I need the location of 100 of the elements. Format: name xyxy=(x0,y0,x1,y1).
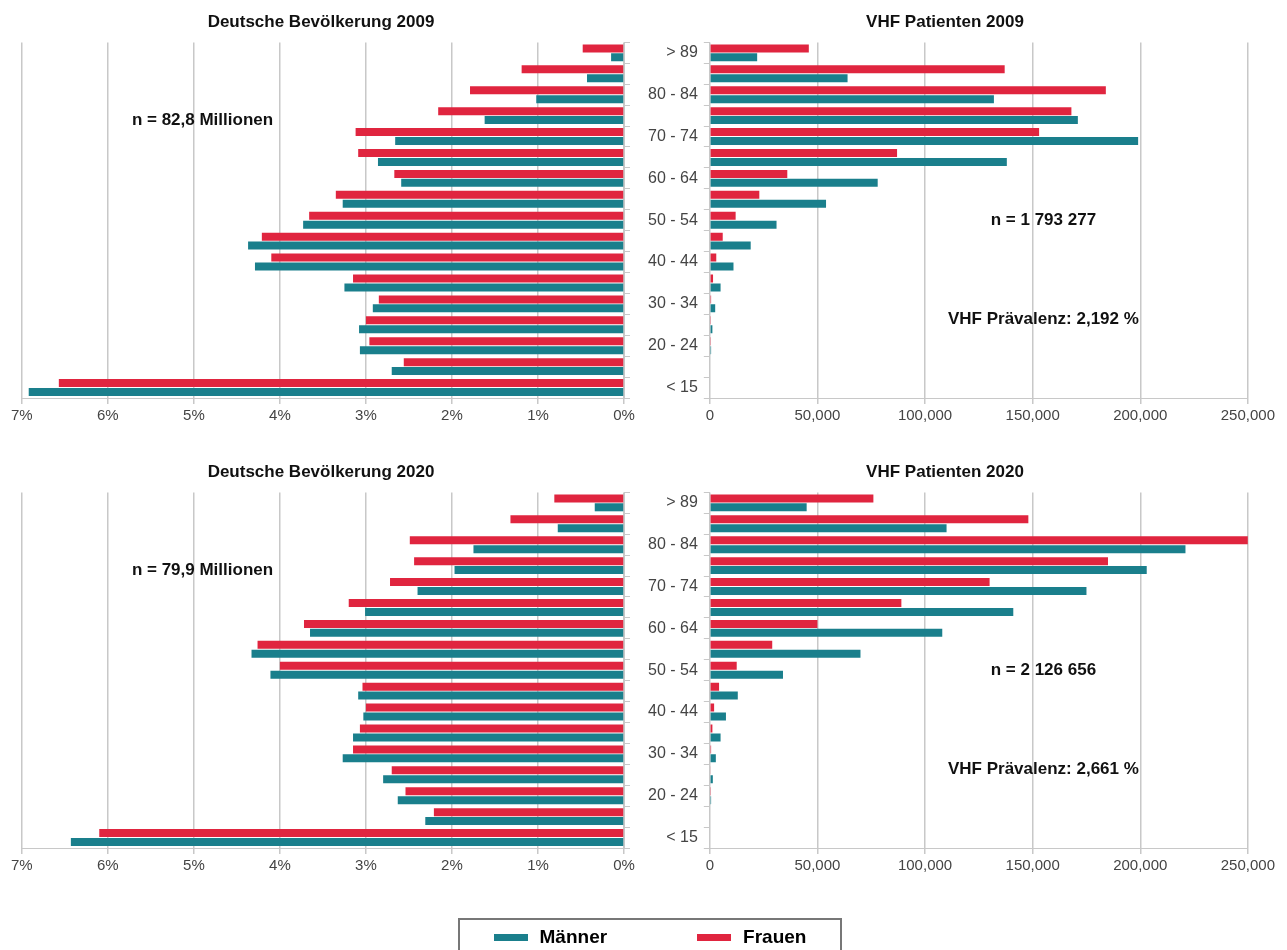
y-tick-label: 50 - 54 xyxy=(648,660,698,678)
y-tick-label: 70 - 74 xyxy=(648,126,698,144)
bar xyxy=(390,578,624,587)
bar xyxy=(710,712,726,721)
bar xyxy=(271,253,624,262)
bar xyxy=(710,628,943,637)
bar xyxy=(372,304,624,313)
bar xyxy=(359,346,624,355)
bar xyxy=(710,199,827,208)
bar xyxy=(70,837,624,846)
bar xyxy=(710,157,1007,166)
bar xyxy=(710,515,1029,524)
bar xyxy=(710,86,1106,95)
x-tick-label: 100,000 xyxy=(897,406,953,424)
bar xyxy=(582,44,624,53)
bar xyxy=(365,316,624,325)
bar xyxy=(611,53,624,62)
annotation: n = 82,8 Millionen xyxy=(131,110,274,130)
bar xyxy=(417,586,624,595)
x-tick-label: 1% xyxy=(527,406,549,424)
bar xyxy=(710,586,1087,595)
bar xyxy=(710,754,716,763)
x-tick-label: 0 xyxy=(705,856,714,874)
bar xyxy=(304,619,624,628)
y-tick-label: 80 - 84 xyxy=(648,85,698,103)
bar xyxy=(554,494,624,503)
bar xyxy=(335,190,624,199)
bar xyxy=(710,74,848,83)
bar xyxy=(348,599,624,607)
bar xyxy=(710,136,1139,145)
bar xyxy=(454,566,624,575)
bar xyxy=(58,379,624,388)
y-tick-label: 80 - 84 xyxy=(648,535,698,553)
y-tick-label: < 15 xyxy=(666,377,698,395)
x-tick-label: 7% xyxy=(11,406,33,424)
bar xyxy=(710,661,737,670)
bar xyxy=(358,149,624,157)
bar xyxy=(401,178,624,187)
y-tick-label: 60 - 64 xyxy=(648,168,698,186)
y-tick-label: 50 - 54 xyxy=(648,210,698,228)
bar xyxy=(414,557,624,566)
bar xyxy=(397,796,624,805)
bar xyxy=(710,53,758,62)
bar xyxy=(710,670,783,679)
bar xyxy=(353,274,624,283)
bar xyxy=(710,503,807,512)
bar xyxy=(359,325,624,334)
annotation: n = 2 126 656 xyxy=(990,659,1097,679)
bar xyxy=(557,524,624,533)
bar xyxy=(710,95,994,104)
bar xyxy=(353,733,624,742)
chart-title: VHF Patienten 2020 xyxy=(866,461,1024,481)
bar xyxy=(470,86,624,95)
bar xyxy=(377,157,624,166)
bar xyxy=(403,358,624,367)
bar xyxy=(710,649,861,658)
bar xyxy=(710,524,947,533)
bar xyxy=(710,149,898,157)
x-tick-label: 6% xyxy=(97,856,119,874)
bar xyxy=(710,607,1014,616)
bar xyxy=(594,503,624,512)
bar xyxy=(409,536,624,545)
annotation: n = 1 793 277 xyxy=(990,209,1097,229)
x-tick-label: 3% xyxy=(355,856,377,874)
x-tick-label: 1% xyxy=(527,856,549,874)
bar xyxy=(344,283,624,292)
bar xyxy=(710,682,720,691)
bar xyxy=(710,107,1072,116)
bar xyxy=(587,74,624,83)
bar xyxy=(710,283,721,292)
bar xyxy=(391,766,624,775)
bar xyxy=(510,515,624,524)
x-tick-label: 150,000 xyxy=(1005,406,1060,424)
bar xyxy=(710,566,1147,575)
bar xyxy=(710,232,723,241)
annotation: VHF Prävalenz: 2,192 % xyxy=(947,309,1139,329)
y-tick-label: 30 - 34 xyxy=(648,744,698,762)
bar xyxy=(710,116,1078,125)
bar xyxy=(363,712,624,721)
bar xyxy=(355,128,624,137)
bar xyxy=(710,557,1108,566)
bar xyxy=(310,628,624,637)
bar xyxy=(257,640,624,649)
bar xyxy=(710,691,738,700)
x-tick-label: 50,000 xyxy=(794,856,841,874)
bar xyxy=(365,607,624,616)
y-tick-label: < 15 xyxy=(666,827,698,845)
bar xyxy=(536,95,624,104)
bar xyxy=(342,754,624,763)
bar xyxy=(383,775,624,784)
bar xyxy=(261,232,624,241)
annotation: n = 79,9 Millionen xyxy=(131,560,274,580)
bar xyxy=(365,703,624,712)
bar xyxy=(28,387,624,396)
y-tick-label: 20 - 24 xyxy=(648,336,698,354)
x-tick-label: 50,000 xyxy=(794,406,841,424)
bar xyxy=(378,295,624,304)
bar xyxy=(433,808,624,817)
x-tick-label: 5% xyxy=(183,406,205,424)
bar xyxy=(342,199,624,208)
